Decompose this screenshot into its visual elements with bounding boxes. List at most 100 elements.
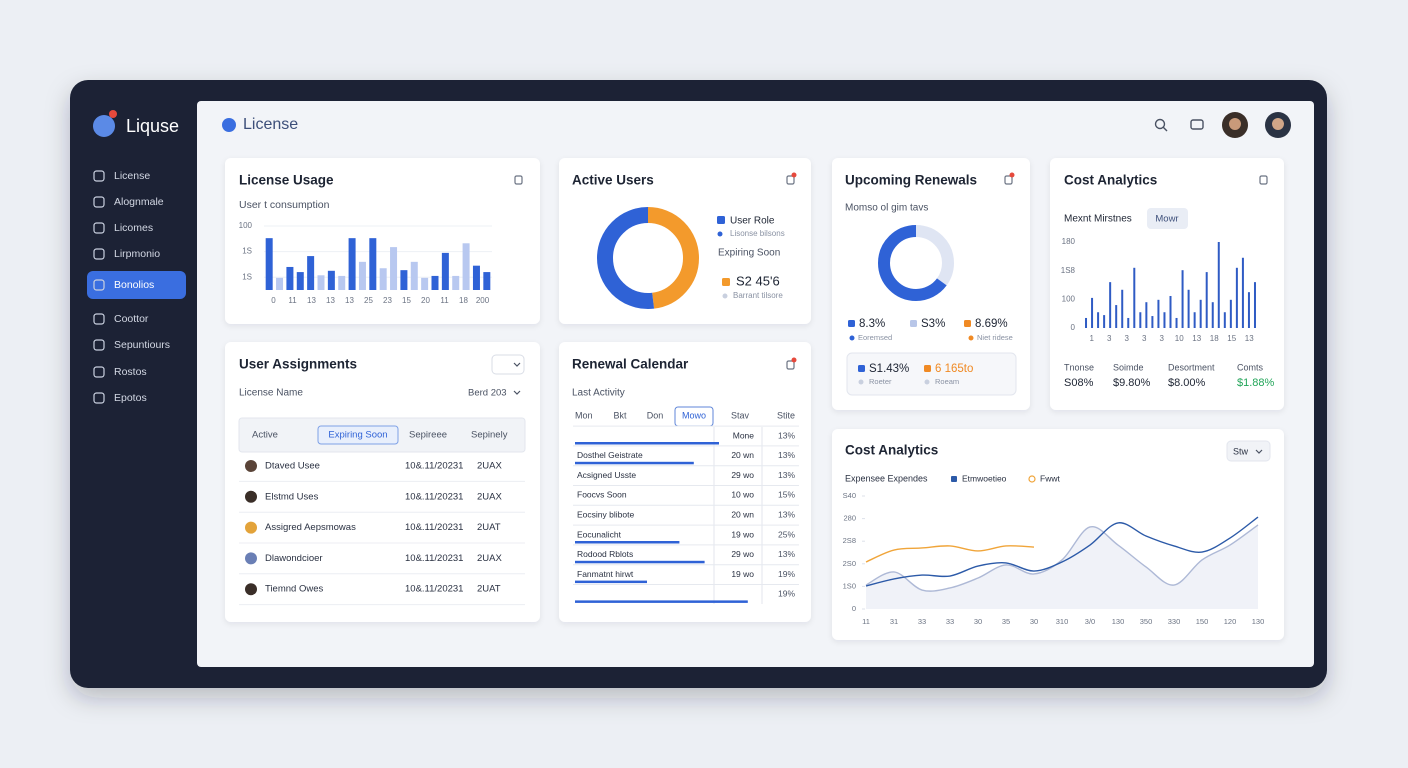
column-header[interactable]: Mon bbox=[575, 410, 593, 420]
x-tick-label: 1 bbox=[1090, 334, 1095, 343]
x-tick-label: 130 bbox=[1252, 617, 1265, 626]
x-tick-label: 18 bbox=[459, 296, 468, 305]
bar bbox=[421, 277, 429, 290]
stat-value: S3% bbox=[921, 318, 945, 330]
x-tick-label: 13 bbox=[1245, 334, 1254, 343]
card-icon[interactable] bbox=[1004, 175, 1013, 185]
settings-icon[interactable] bbox=[1190, 119, 1204, 130]
column-header[interactable]: Bkt bbox=[613, 410, 627, 420]
x-tick-label: 30 bbox=[974, 617, 982, 626]
cell: 29 wo bbox=[731, 549, 754, 559]
x-tick-label: 3 bbox=[1142, 334, 1147, 343]
bar bbox=[1091, 297, 1094, 328]
progress-bar bbox=[575, 600, 748, 603]
x-tick-label: 18 bbox=[1210, 334, 1219, 343]
x-tick-label: 13 bbox=[307, 296, 316, 305]
bar bbox=[1235, 267, 1238, 328]
nav-icon bbox=[93, 279, 105, 291]
card-icon[interactable] bbox=[1259, 175, 1268, 185]
legend-label: Etmwoetieo bbox=[962, 473, 1007, 483]
column-header[interactable]: Mowo bbox=[682, 410, 706, 420]
bar bbox=[1181, 270, 1184, 328]
x-tick-label: 13 bbox=[345, 296, 354, 305]
avatar bbox=[245, 521, 257, 534]
x-tick-label: 31 bbox=[890, 617, 898, 626]
stat-value: 8.69% bbox=[975, 318, 1008, 330]
nav-item[interactable]: Alognmale bbox=[114, 196, 164, 208]
progress-bar bbox=[575, 442, 719, 445]
dropdown-label[interactable]: Berd 203 bbox=[468, 388, 507, 399]
nav-item[interactable]: Bonolios bbox=[114, 279, 154, 291]
area bbox=[866, 524, 1258, 609]
nav-item[interactable]: Coottor bbox=[114, 313, 149, 325]
column-header[interactable]: Stite bbox=[777, 410, 795, 420]
filter-tab[interactable]: Expiring Soon bbox=[328, 430, 387, 441]
button[interactable] bbox=[1147, 208, 1188, 229]
bar bbox=[1211, 302, 1214, 328]
legend-label: Expiring Soon bbox=[718, 248, 780, 259]
column-header[interactable]: Stav bbox=[731, 410, 750, 420]
x-tick-label: 3 bbox=[1160, 334, 1165, 343]
y-tick-label: 0 bbox=[1071, 323, 1076, 332]
dropdown[interactable] bbox=[491, 354, 525, 375]
bar bbox=[1169, 295, 1172, 328]
notification-dot bbox=[791, 172, 797, 178]
card-icon[interactable] bbox=[514, 175, 523, 185]
x-tick-label: 25 bbox=[364, 296, 373, 305]
column-header[interactable]: Don bbox=[647, 410, 664, 420]
cell: 10 wo bbox=[731, 490, 754, 500]
filter-pill bbox=[317, 425, 399, 445]
card-title: Cost Analytics bbox=[845, 443, 938, 458]
cell: 2UAX bbox=[477, 491, 502, 502]
bar bbox=[1121, 289, 1124, 328]
legend-note: Barrant tilsore bbox=[733, 291, 783, 300]
brand-dot bbox=[109, 110, 117, 118]
nav-item[interactable]: Epotos bbox=[114, 392, 147, 404]
column-label: License Name bbox=[239, 388, 303, 399]
legend-swatch bbox=[722, 278, 730, 286]
x-tick-label: 310 bbox=[1056, 617, 1069, 626]
card-subtitle: User t consumption bbox=[239, 199, 330, 211]
legend-swatch bbox=[717, 216, 725, 224]
nav-item[interactable]: Sepuntiours bbox=[114, 339, 170, 351]
cell: 25% bbox=[778, 529, 795, 539]
y-tick-label: 1S0 bbox=[843, 581, 856, 590]
nav-icon bbox=[93, 339, 105, 351]
cell: Elstmd Uses bbox=[265, 491, 319, 502]
card-title: Renewal Calendar bbox=[572, 357, 689, 372]
card bbox=[1050, 158, 1284, 410]
cell: 2UAT bbox=[477, 584, 501, 595]
nav-item[interactable]: Licomes bbox=[114, 222, 153, 234]
cell: 20 wn bbox=[731, 509, 754, 519]
cell: 19 wo bbox=[731, 569, 754, 579]
nav-item[interactable]: Lirpmonio bbox=[114, 248, 160, 260]
x-tick-label: 13 bbox=[1192, 334, 1201, 343]
summary-label: Roeam bbox=[935, 377, 959, 386]
y-tick-label: 180 bbox=[1062, 237, 1076, 246]
summary-swatch bbox=[858, 365, 865, 372]
card-icon[interactable] bbox=[786, 360, 795, 370]
bar bbox=[1145, 302, 1148, 328]
filter-tab[interactable]: Active bbox=[252, 430, 278, 441]
nav-icon bbox=[93, 366, 105, 378]
filter-tab[interactable]: Sepireee bbox=[409, 430, 447, 441]
nav-item[interactable]: Rostos bbox=[114, 366, 147, 378]
dropdown-label[interactable]: Stw bbox=[1233, 446, 1249, 456]
bar bbox=[265, 238, 273, 290]
button-label[interactable]: Mowr bbox=[1155, 214, 1178, 225]
card bbox=[225, 342, 540, 622]
bar bbox=[1217, 242, 1220, 328]
x-tick-label: 15 bbox=[1227, 334, 1236, 343]
dropdown[interactable] bbox=[1226, 440, 1271, 462]
stat-dot bbox=[968, 335, 974, 341]
cell: 13% bbox=[778, 549, 795, 559]
card bbox=[559, 342, 811, 622]
cell: 2UAX bbox=[477, 461, 502, 472]
search-icon[interactable] bbox=[1154, 118, 1166, 130]
x-tick-label: 23 bbox=[383, 296, 392, 305]
card-title: Cost Analytics bbox=[1064, 173, 1157, 188]
nav-item[interactable]: License bbox=[114, 170, 150, 182]
card-icon[interactable] bbox=[786, 175, 795, 185]
bar bbox=[379, 268, 387, 290]
filter-tab[interactable]: Sepinely bbox=[471, 430, 508, 441]
